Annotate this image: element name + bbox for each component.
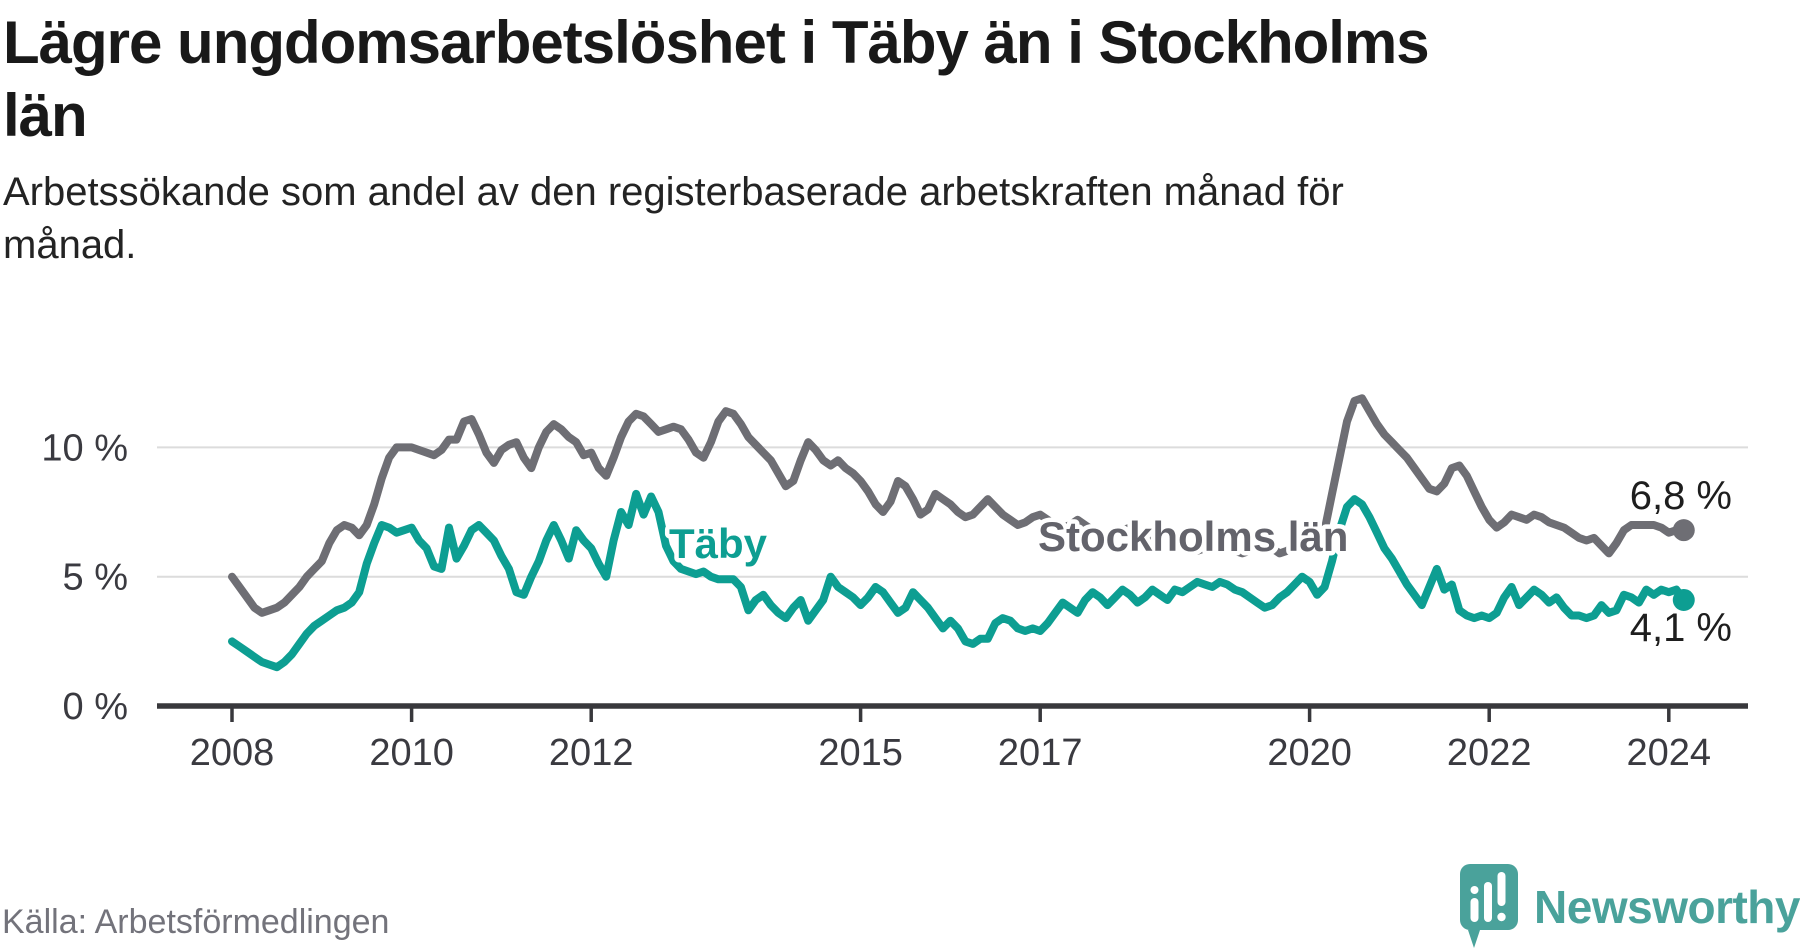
- x-tick-label: 2012: [549, 732, 634, 774]
- y-tick-label: 10 %: [41, 427, 128, 469]
- newsworthy-brand: Newsworthy: [1460, 864, 1800, 948]
- x-tick-label: 2015: [818, 732, 903, 774]
- x-tick-label: 2024: [1627, 732, 1712, 774]
- taby-end-dot: [1672, 588, 1695, 611]
- chart-subtitle-line2: månad.: [3, 223, 137, 267]
- x-tick-label: 2020: [1267, 732, 1352, 774]
- logo-bar-tall: [1484, 882, 1493, 922]
- logo-bar-dot: [1470, 886, 1479, 894]
- y-tick-label: 5 %: [63, 557, 128, 599]
- brand-wordmark: Newsworthy: [1534, 881, 1800, 933]
- stockholm-end-value-label: 6,8 %: [1630, 474, 1732, 518]
- taby-end-value-label: 4,1 %: [1630, 606, 1732, 650]
- logo-exclamation-dot: [1497, 912, 1506, 922]
- source-credit: Källa: Arbetsförmedlingen: [2, 903, 390, 941]
- chart-subtitle-line1: Arbetssökande som andel av den registerb…: [3, 170, 1344, 214]
- x-tick-label: 2022: [1447, 732, 1532, 774]
- newsworthy-logo-icon: [1460, 864, 1519, 948]
- page-title: Lägre ungdomsarbetslöshet i Täby än i St…: [3, 6, 1563, 152]
- x-tick-label: 2017: [998, 732, 1083, 774]
- page-title-line1: Lägre ungdomsarbetslöshet i Täby än i St…: [3, 9, 1430, 76]
- y-tick-label: 0 %: [63, 686, 128, 728]
- stockholm-series-label: Stockholms län: [1038, 513, 1348, 560]
- chart-subtitle: Arbetssökande som andel av den registerb…: [3, 166, 1503, 272]
- taby-series-label: Täby: [669, 520, 768, 567]
- stockholm-end-dot: [1672, 519, 1695, 542]
- stockholm-line: [228, 394, 1688, 617]
- page-title-line2: län: [3, 82, 88, 149]
- logo-exclamation-bar: [1497, 872, 1506, 906]
- taby-line: [228, 489, 1688, 672]
- unemployment-line-chart: 2008 2010 2012 2015 2017 2020 2022 2024 10 % 5 % 0…: [41, 394, 1748, 774]
- x-tick-label: 2008: [190, 732, 275, 774]
- logo-bar-short: [1470, 898, 1479, 922]
- x-tick-label: 2010: [369, 732, 454, 774]
